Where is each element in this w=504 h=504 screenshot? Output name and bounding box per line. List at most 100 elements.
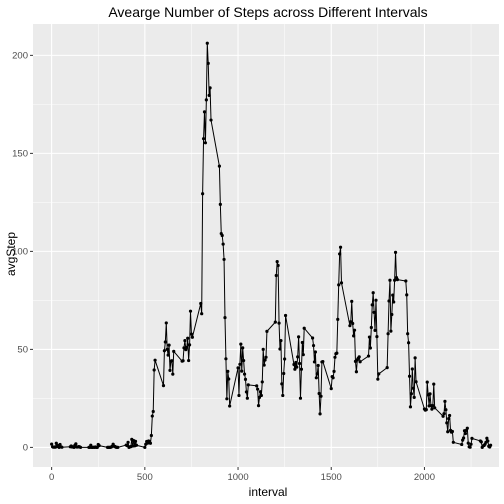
data-point (352, 328, 357, 332)
data-point (201, 192, 205, 196)
data-point (228, 404, 232, 408)
data-point (171, 372, 175, 376)
data-point (208, 86, 212, 90)
data-point (375, 335, 379, 339)
data-point (207, 93, 211, 97)
data-point (277, 321, 281, 325)
data-point (337, 283, 341, 287)
data-point (240, 369, 244, 373)
data-point (203, 141, 208, 145)
data-point (405, 293, 409, 297)
data-point (410, 367, 414, 371)
data-point (446, 430, 450, 434)
data-point (281, 393, 285, 398)
data-point (202, 110, 207, 114)
data-point (149, 433, 153, 438)
data-point (302, 326, 306, 330)
data-point (393, 278, 397, 282)
data-point (357, 355, 361, 359)
x-tick-label: 1000 (227, 472, 248, 483)
data-point (406, 332, 410, 336)
data-point (369, 325, 373, 330)
data-point (314, 376, 318, 380)
x-axis-title: interval (249, 485, 288, 499)
data-point (186, 336, 190, 340)
data-point (244, 390, 249, 394)
data-point (295, 365, 299, 369)
data-point (466, 441, 470, 445)
data-point (486, 439, 490, 443)
data-point (188, 309, 193, 313)
data-point (187, 358, 191, 363)
x-tick-label: 1500 (321, 472, 342, 483)
data-point (282, 371, 286, 376)
data-point (189, 332, 194, 336)
data-point (273, 320, 277, 324)
data-point (372, 310, 376, 314)
data-point (243, 377, 248, 381)
minor-gridlines (33, 24, 499, 467)
data-point (300, 340, 304, 345)
data-point (236, 366, 240, 370)
data-point (293, 367, 297, 371)
data-point (374, 298, 378, 302)
data-point (395, 278, 400, 282)
data-point (338, 245, 343, 249)
data-point (238, 362, 242, 366)
data-point (170, 359, 174, 363)
data-point (167, 343, 171, 347)
data-point (338, 252, 342, 256)
y-tick-label: 50 (17, 345, 28, 356)
data-point (469, 442, 473, 446)
data-point (336, 317, 340, 321)
data-point (333, 355, 337, 359)
data-point (444, 408, 448, 412)
data-point (412, 395, 416, 400)
data-point (404, 279, 408, 283)
data-point (373, 328, 377, 332)
data-point (165, 347, 169, 351)
data-point (428, 392, 432, 396)
data-point (242, 372, 247, 376)
data-point (172, 349, 176, 353)
data-point (209, 118, 213, 122)
data-point (260, 380, 264, 384)
data-point (54, 441, 58, 445)
y-tick-label: 200 (12, 51, 28, 62)
data-point (245, 396, 249, 400)
data-point (258, 390, 263, 394)
data-point (465, 426, 469, 430)
data-point (225, 397, 229, 401)
y-axis-title: avgStep (4, 232, 18, 276)
data-point (386, 332, 390, 336)
data-point (316, 363, 320, 368)
data-point (275, 259, 279, 264)
data-point (407, 374, 412, 378)
data-point (187, 343, 192, 347)
data-point (311, 343, 316, 348)
data-point (241, 346, 245, 350)
data-point (259, 393, 263, 398)
data-point (391, 293, 395, 297)
data-point (393, 250, 398, 254)
data-point (329, 386, 333, 391)
data-point (162, 349, 167, 353)
data-point (116, 445, 120, 449)
data-point (74, 442, 78, 446)
data-point (185, 345, 189, 350)
data-point (377, 372, 381, 376)
data-point (317, 391, 321, 396)
data-point (181, 359, 185, 363)
data-point (255, 384, 259, 388)
data-point (448, 413, 452, 418)
data-point (301, 353, 305, 357)
data-point (265, 329, 269, 333)
data-point (463, 431, 468, 436)
data-point (206, 61, 210, 65)
data-point (450, 429, 454, 434)
data-point (163, 340, 167, 344)
data-point (368, 346, 372, 350)
data-point (200, 312, 204, 316)
data-point (278, 347, 282, 351)
x-tick-label: 2000 (414, 472, 435, 483)
